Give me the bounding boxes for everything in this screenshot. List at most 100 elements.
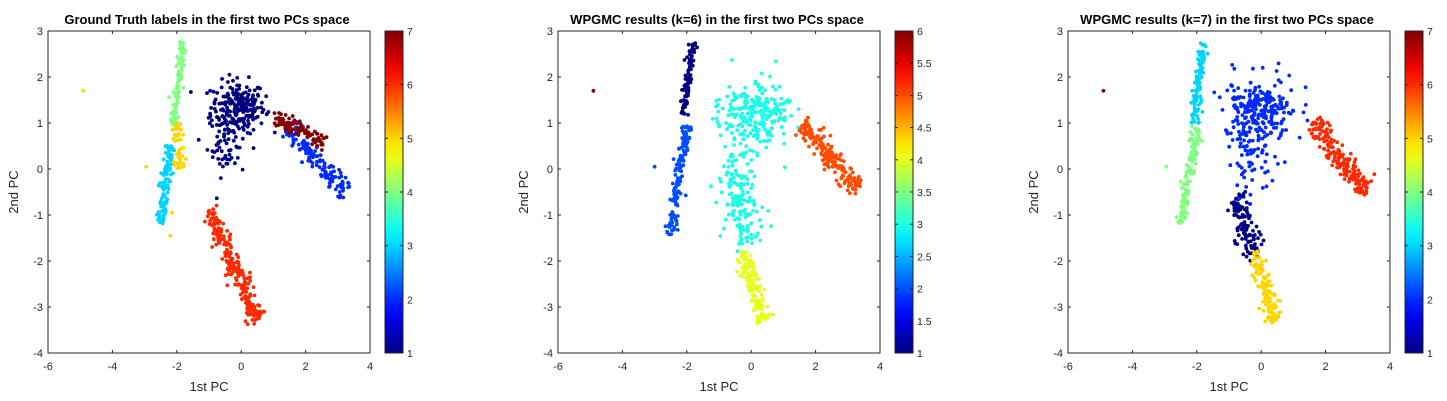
data-point <box>231 266 236 271</box>
data-point <box>1235 183 1240 188</box>
data-point <box>211 237 216 242</box>
data-point <box>1239 104 1243 109</box>
data-point <box>164 169 169 174</box>
data-point <box>1240 237 1244 241</box>
data-point <box>212 100 217 104</box>
data-point <box>287 133 292 138</box>
data-point <box>1356 174 1361 179</box>
data-point <box>1237 196 1242 201</box>
data-point <box>144 164 149 169</box>
data-point <box>205 214 210 219</box>
data-point <box>222 94 227 99</box>
chart-title: Ground Truth labels in the first two PCs… <box>64 12 349 27</box>
data-point <box>1269 130 1273 135</box>
data-point <box>735 128 739 133</box>
data-point <box>740 241 745 246</box>
data-point <box>225 161 230 166</box>
data-point <box>1342 172 1346 177</box>
data-point <box>159 196 164 201</box>
data-point <box>670 181 675 186</box>
data-point <box>163 151 168 155</box>
data-point <box>234 252 239 257</box>
data-point <box>1189 120 1194 125</box>
data-point <box>739 202 744 207</box>
data-point <box>803 138 808 143</box>
data-point <box>806 123 811 127</box>
data-point <box>822 157 827 162</box>
data-point <box>752 124 757 128</box>
data-point <box>1353 157 1358 162</box>
data-point <box>847 191 852 196</box>
colorbar-tick-label: 2 <box>917 284 923 296</box>
data-point <box>1266 314 1271 319</box>
data-point <box>722 164 726 169</box>
data-point <box>1260 65 1265 70</box>
data-point <box>1180 212 1185 217</box>
data-point <box>686 42 691 47</box>
data-point <box>841 168 846 173</box>
y-tick-label: 0 <box>1057 164 1063 176</box>
data-point <box>1267 90 1272 95</box>
data-point <box>749 236 754 241</box>
data-point <box>1279 100 1283 105</box>
data-point <box>327 165 332 170</box>
data-point <box>250 307 255 312</box>
data-point <box>737 194 742 199</box>
data-point <box>338 171 343 175</box>
data-point <box>305 144 309 148</box>
data-point <box>1330 163 1335 168</box>
data-point <box>1271 104 1276 108</box>
data-point <box>783 115 787 120</box>
data-point <box>1250 273 1255 278</box>
data-point <box>261 309 266 314</box>
data-point <box>667 232 672 237</box>
data-point <box>1248 88 1252 93</box>
data-point <box>1248 192 1253 197</box>
data-point <box>747 212 752 217</box>
data-point <box>1254 262 1259 267</box>
data-point <box>1247 94 1252 99</box>
data-point <box>1330 145 1335 150</box>
data-point <box>729 172 734 177</box>
data-point <box>829 150 834 155</box>
data-point <box>1237 204 1242 208</box>
data-point <box>730 124 735 128</box>
y-tick-label: -2 <box>1053 256 1063 268</box>
data-point <box>176 154 181 159</box>
data-point <box>264 94 269 99</box>
data-point <box>1241 252 1246 257</box>
data-point <box>272 111 277 115</box>
data-point <box>1353 187 1357 192</box>
data-point <box>1347 157 1352 162</box>
data-point <box>313 140 318 145</box>
data-point <box>760 85 764 90</box>
data-point <box>1255 93 1260 98</box>
data-point <box>685 148 690 153</box>
data-point <box>213 231 218 236</box>
data-point <box>287 116 291 121</box>
data-point <box>1276 298 1280 303</box>
data-point <box>677 179 681 184</box>
data-point <box>1231 119 1235 124</box>
data-point <box>782 141 786 146</box>
data-point <box>244 113 249 118</box>
data-point <box>740 124 745 129</box>
data-point <box>1269 114 1274 119</box>
data-point <box>1264 152 1269 157</box>
data-point <box>260 100 264 105</box>
data-point <box>175 54 180 59</box>
data-point <box>308 150 313 155</box>
data-point <box>730 163 735 168</box>
colorbar-tick-label: 6 <box>917 26 923 38</box>
data-point <box>752 278 757 282</box>
data-point <box>315 159 319 164</box>
axes-box <box>1067 30 1391 354</box>
data-point <box>1244 246 1249 251</box>
data-point <box>714 98 719 103</box>
data-point <box>215 91 220 95</box>
y-tick-label: 1 <box>37 118 43 130</box>
data-point <box>234 94 239 99</box>
data-point <box>161 157 166 162</box>
data-point <box>1254 224 1259 229</box>
data-point <box>235 156 240 160</box>
